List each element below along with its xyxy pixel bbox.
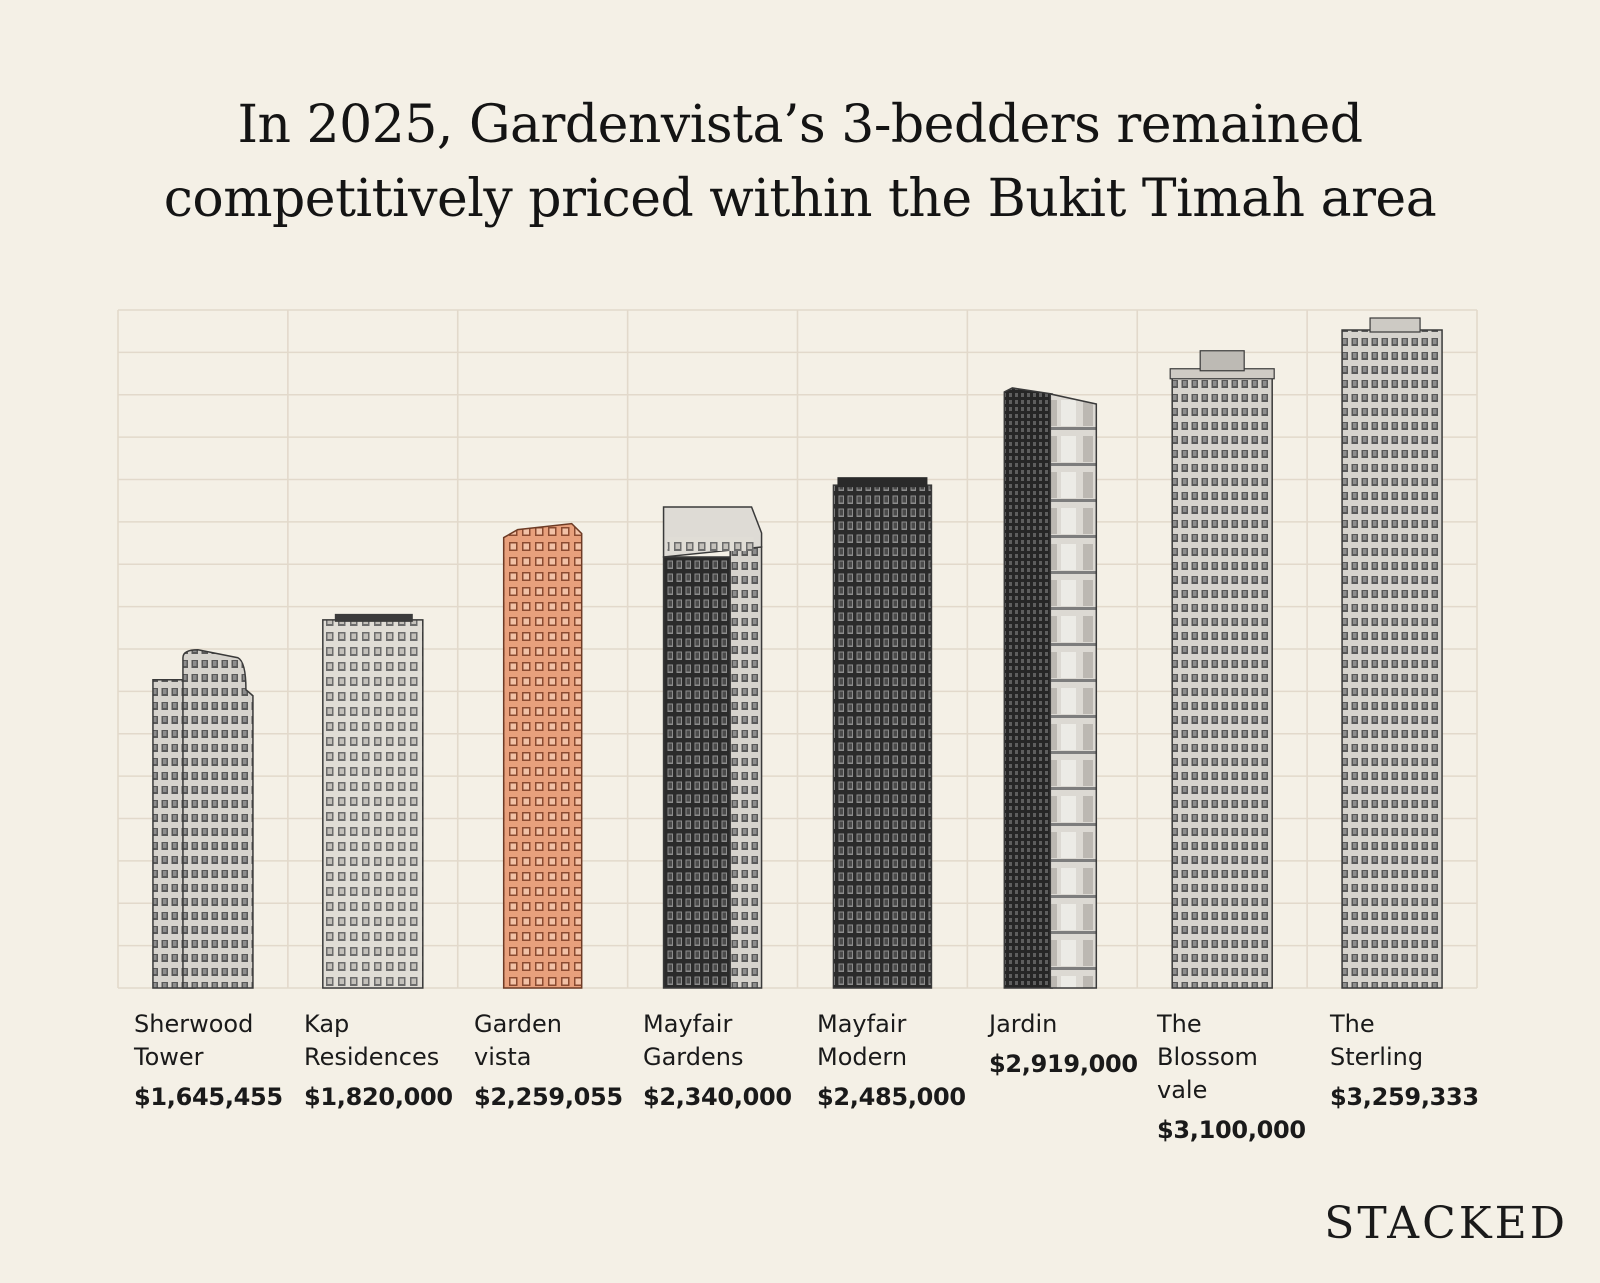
building-roof (1369, 317, 1421, 333)
building-body (1341, 329, 1443, 989)
category-label: Sherwood Tower $1,645,455 (134, 1008, 283, 1114)
tick-label: Tower (134, 1043, 204, 1071)
building-roof (837, 477, 928, 488)
tick-label: The (1330, 1010, 1375, 1038)
tick-label: Mayfair (643, 1010, 733, 1038)
building-bar (152, 649, 254, 989)
building-body (832, 484, 933, 989)
building-tower-right (182, 649, 254, 989)
chart-grid (117, 309, 1478, 989)
building-body (322, 619, 424, 989)
data-label: $2,340,000 (643, 1083, 792, 1111)
tick-label: Jardin (989, 1010, 1058, 1038)
building-bar (662, 506, 763, 989)
building-roof (334, 613, 413, 622)
chart-title-line-1: In 2025, Gardenvista’s 3-bedders remaine… (237, 95, 1364, 155)
building-bar (502, 522, 583, 989)
tick-label: Mayfair (817, 1010, 907, 1038)
building-bar (1169, 350, 1275, 989)
building-bar (1003, 387, 1098, 989)
stacked-logo: STACKED (1324, 1198, 1568, 1249)
building-bar (832, 477, 933, 989)
tick-label: Sherwood (134, 1010, 254, 1038)
tick-label: Gardens (643, 1043, 744, 1071)
data-label: $2,919,000 (989, 1050, 1138, 1078)
building-bar (1341, 317, 1443, 989)
tick-label: Blossom (1157, 1043, 1258, 1071)
tick-label: The (1157, 1010, 1202, 1038)
building-body (1171, 376, 1273, 989)
building-body (502, 522, 583, 989)
data-label: $2,485,000 (817, 1083, 966, 1111)
building-crown-windows (667, 536, 754, 551)
tick-label: Garden (474, 1010, 562, 1038)
building-crown-top (1199, 350, 1245, 372)
building-light-block (729, 546, 763, 989)
building-bars (152, 317, 1443, 989)
tick-label: Residences (304, 1043, 440, 1071)
category-label: Garden vista $2,259,055 (474, 1008, 623, 1114)
data-label: $3,259,333 (1330, 1083, 1479, 1111)
tick-label: Sterling (1330, 1043, 1424, 1071)
chart-title-line-2: competitively priced within the Bukit Ti… (163, 169, 1437, 229)
data-label: $1,645,455 (134, 1083, 283, 1111)
data-label: $3,100,000 (1157, 1116, 1306, 1144)
tick-label: Modern (817, 1043, 908, 1071)
building-balconies (1049, 393, 1098, 989)
tick-label: Kap (304, 1010, 350, 1038)
category-label: The Blossom vale $3,100,000 (1157, 1008, 1306, 1147)
tick-label: vista (474, 1043, 532, 1071)
data-label: $2,259,055 (474, 1083, 623, 1111)
category-label: Kap Residences $1,820,000 (304, 1008, 453, 1114)
building-dark-block (1003, 387, 1054, 989)
category-label: Mayfair Modern $2,485,000 (817, 1008, 966, 1114)
category-label: Jardin $2,919,000 (989, 1008, 1138, 1081)
building-bar (322, 613, 424, 989)
chart-title: In 2025, Gardenvista’s 3-bedders remaine… (0, 88, 1600, 236)
tick-label: vale (1157, 1076, 1208, 1104)
category-label: The Sterling $3,259,333 (1330, 1008, 1479, 1114)
category-label: Mayfair Gardens $2,340,000 (643, 1008, 792, 1114)
data-label: $1,820,000 (304, 1083, 453, 1111)
building-dark-block (662, 556, 731, 989)
